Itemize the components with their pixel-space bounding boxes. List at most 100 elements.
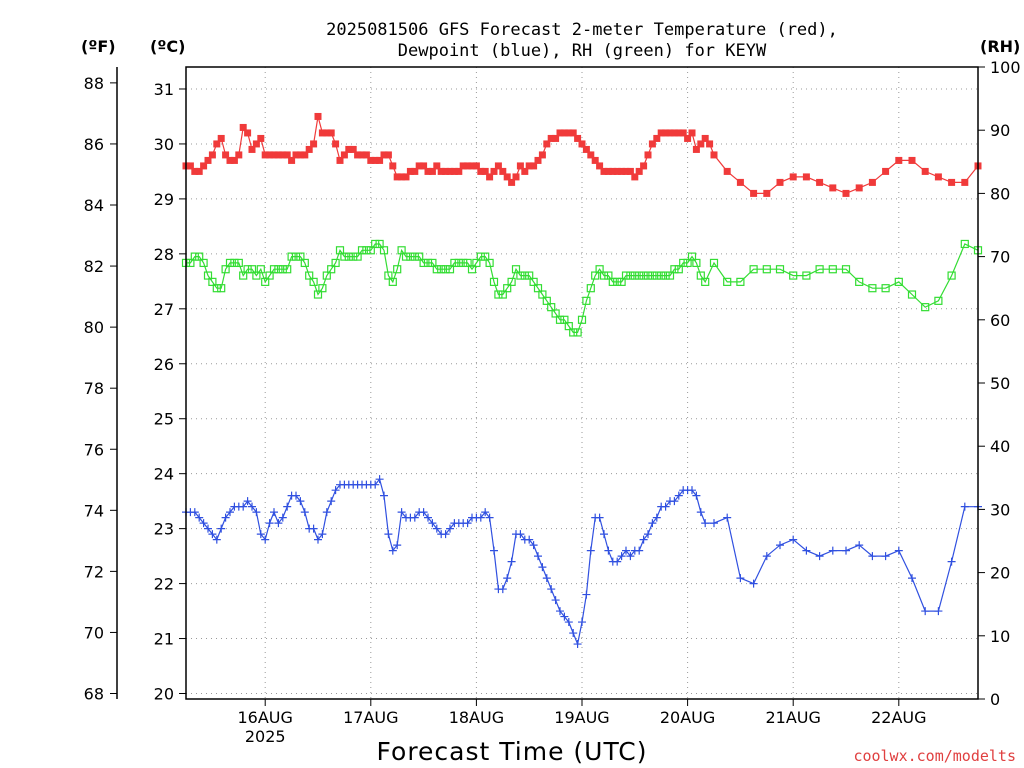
rh-point	[542, 296, 551, 305]
temperature-point	[622, 167, 630, 175]
temperature-point	[508, 178, 516, 186]
dewpoint-point	[309, 524, 318, 533]
rh-point	[335, 246, 345, 255]
rh-point	[300, 258, 309, 268]
temperature-point	[442, 167, 450, 175]
rh-point	[639, 271, 648, 280]
dewpoint-point	[419, 508, 428, 517]
temperature-point	[543, 140, 551, 148]
rh-point	[357, 246, 367, 255]
temperature-point	[204, 156, 212, 164]
temperature-point	[283, 151, 291, 159]
dewpoint-point	[212, 535, 221, 544]
temperature-point	[600, 167, 608, 175]
dewpoint-point	[485, 513, 494, 522]
rh-point	[428, 258, 437, 268]
rh-point	[217, 284, 226, 293]
rh-point	[450, 258, 459, 268]
temperature-point	[613, 167, 621, 175]
temperature-point	[882, 167, 890, 175]
temperature-point	[376, 156, 384, 164]
rh-point	[494, 290, 503, 299]
temperature-point	[332, 140, 340, 148]
temperature-point	[213, 140, 221, 148]
dewpoint-point	[749, 579, 758, 588]
rh-point	[419, 258, 428, 268]
dewpoint-point	[547, 585, 556, 594]
rh-point	[256, 265, 265, 274]
temperature-point	[635, 167, 643, 175]
dewpoint-point	[564, 618, 573, 627]
rh-point	[291, 252, 301, 261]
x-tick-label: 16AUG	[237, 708, 292, 727]
rh-point	[881, 284, 890, 293]
grid-lines	[186, 67, 978, 699]
fahrenheit-tick-label: 74	[84, 501, 104, 520]
rh-point	[608, 277, 617, 286]
dewpoint-point	[221, 513, 230, 522]
dewpoint-point	[283, 502, 292, 511]
temperature-point	[402, 173, 410, 181]
dewpoint-point	[507, 557, 516, 566]
dewpoint-point	[516, 530, 525, 539]
rh-point	[498, 290, 507, 299]
temperature-point	[389, 162, 397, 170]
temperature-point	[516, 162, 524, 170]
temperature-point	[662, 129, 670, 137]
temperature-point	[252, 140, 260, 148]
fahrenheit-tick-label: 72	[84, 562, 104, 581]
temperature-point	[296, 151, 304, 159]
rh-point	[344, 252, 353, 261]
temperature-point	[261, 151, 269, 159]
temperature-point	[688, 129, 696, 137]
temperature-point	[560, 129, 568, 137]
fahrenheit-tick-label: 68	[84, 685, 104, 704]
x-tick-label: 17AUG	[343, 708, 398, 727]
temperature-point	[217, 134, 225, 142]
temperature-point	[723, 167, 731, 175]
temperature-point	[318, 129, 326, 137]
dewpoint-point	[617, 552, 626, 561]
rh-point	[709, 258, 719, 268]
temperature-point	[679, 129, 687, 137]
temperature-point	[336, 156, 344, 164]
rh-point	[934, 296, 943, 305]
celsius-tick-label: 26	[154, 355, 174, 374]
dewpoint-point	[573, 640, 582, 649]
temperature-point	[503, 173, 511, 181]
fahrenheit-tick-label: 70	[84, 623, 104, 642]
dewpoint-point	[274, 519, 283, 528]
rh-point	[432, 265, 441, 274]
temperature-point	[604, 167, 612, 175]
rh-point	[665, 271, 675, 280]
temperature-point	[618, 167, 626, 175]
dewpoint-point	[265, 519, 274, 528]
rh-point	[595, 265, 604, 274]
rh-point	[701, 277, 710, 286]
temperature-point	[521, 167, 529, 175]
rh-point	[278, 265, 287, 274]
temperature-point	[499, 167, 507, 175]
dewpoint-point	[569, 629, 578, 638]
temperature-point	[450, 167, 458, 175]
temperature-point	[855, 184, 863, 192]
temperature-point	[631, 173, 639, 181]
rh-point	[868, 284, 877, 293]
temperature-point	[349, 145, 357, 153]
temperature-point	[842, 189, 850, 197]
rh-point	[894, 277, 903, 286]
rh-point	[591, 271, 600, 280]
dewpoint-point	[292, 491, 300, 500]
rh-point	[239, 271, 248, 280]
chart-title-line-1: 2025081506 GFS Forecast 2-meter Temperat…	[326, 20, 838, 40]
rh-point	[652, 271, 661, 280]
dewpoint-point	[710, 519, 718, 528]
rh-point	[481, 252, 490, 261]
dewpoint-point	[318, 530, 327, 539]
temperature-point	[868, 178, 876, 186]
dewpoint-point	[842, 546, 850, 555]
rh-point	[397, 246, 406, 255]
rh-point	[507, 277, 516, 286]
temperature-point	[547, 134, 555, 142]
celsius-unit-label: (ºC)	[150, 37, 185, 56]
